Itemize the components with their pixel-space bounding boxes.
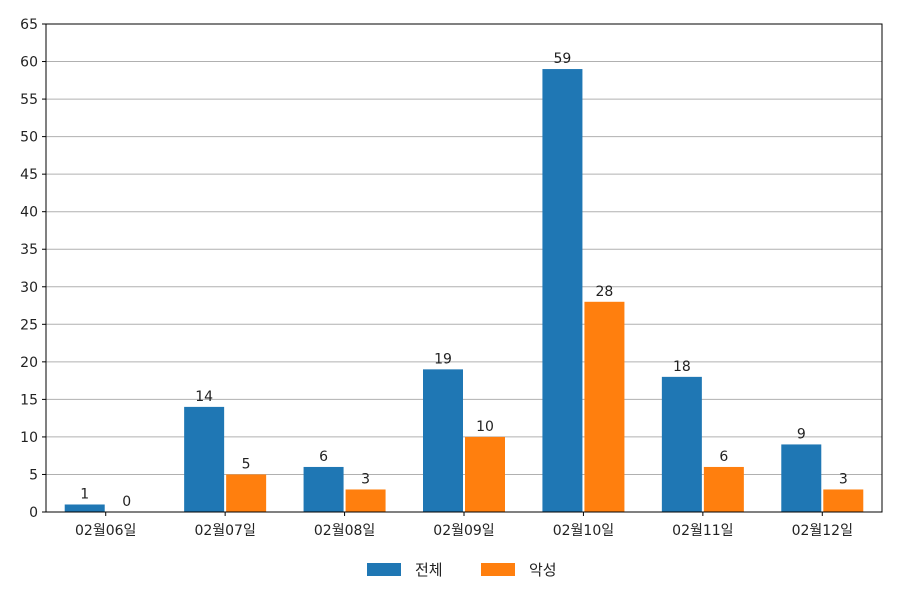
x-tick-label: 02월06일 xyxy=(75,523,136,539)
y-tick-label: 35 xyxy=(20,242,38,258)
y-tick-label: 10 xyxy=(20,430,38,446)
bar-malicious xyxy=(345,489,386,512)
x-tick-label: 02월12일 xyxy=(792,523,853,539)
x-axis: 02월06일 02월07일 02월08일 02월09일 02월10일 02월11일 02월1… xyxy=(75,512,853,539)
bar-malicious xyxy=(584,301,625,512)
x-tick-label: 02월10일 xyxy=(553,523,614,539)
y-tick-label: 55 xyxy=(20,92,38,108)
data-label: 10 xyxy=(476,419,494,435)
y-tick-label: 25 xyxy=(20,317,38,333)
bar-total xyxy=(661,376,702,512)
bar-malicious xyxy=(823,489,864,512)
data-label: 14 xyxy=(195,389,213,405)
x-tick-label: 02월08일 xyxy=(314,523,375,539)
data-label: 6 xyxy=(719,449,728,465)
data-label: 18 xyxy=(673,359,691,375)
gridlines xyxy=(46,61,882,475)
legend-swatch xyxy=(481,563,515,576)
bar-total xyxy=(64,504,105,512)
bar-total xyxy=(781,444,822,512)
legend: 전체 악성 xyxy=(367,561,557,579)
bars xyxy=(64,69,864,513)
y-axis: 0 5 10 15 20 25 30 35 40 45 50 55 60 65 xyxy=(20,17,46,521)
data-label: 3 xyxy=(361,471,370,487)
y-tick-label: 50 xyxy=(20,130,38,146)
y-tick-label: 30 xyxy=(20,280,38,296)
y-tick-label: 60 xyxy=(20,55,38,71)
x-tick-label: 02월11일 xyxy=(672,523,733,539)
data-label: 59 xyxy=(554,51,572,67)
bar-malicious xyxy=(703,466,744,512)
data-label: 9 xyxy=(797,426,806,442)
data-label: 1 xyxy=(80,486,89,502)
bar-total xyxy=(542,69,583,513)
y-tick-label: 0 xyxy=(29,505,38,521)
y-tick-label: 15 xyxy=(20,392,38,408)
x-tick-label: 02월09일 xyxy=(433,523,494,539)
x-tick-label: 02월07일 xyxy=(194,523,255,539)
y-tick-label: 20 xyxy=(20,355,38,371)
y-tick-label: 40 xyxy=(20,205,38,221)
bar-malicious xyxy=(226,474,267,512)
data-label: 3 xyxy=(839,471,848,487)
plot-area-frame xyxy=(45,23,883,513)
data-label: 5 xyxy=(242,456,251,472)
legend-item-total: 전체 xyxy=(367,561,443,579)
y-tick-label: 65 xyxy=(20,17,38,33)
legend-label: 악성 xyxy=(529,561,557,579)
bar-malicious xyxy=(465,436,505,512)
legend-item-malicious: 악성 xyxy=(481,561,557,579)
data-label: 0 xyxy=(122,494,131,510)
bar-total xyxy=(184,406,225,512)
data-label: 6 xyxy=(319,449,328,465)
legend-swatch xyxy=(367,563,401,576)
legend-label: 전체 xyxy=(415,561,443,579)
data-label: 28 xyxy=(596,284,614,300)
data-label: 19 xyxy=(434,351,452,367)
y-tick-label: 5 xyxy=(29,467,38,483)
bar-total xyxy=(423,369,463,512)
y-tick-label: 45 xyxy=(20,167,38,183)
bar-total xyxy=(303,466,344,512)
